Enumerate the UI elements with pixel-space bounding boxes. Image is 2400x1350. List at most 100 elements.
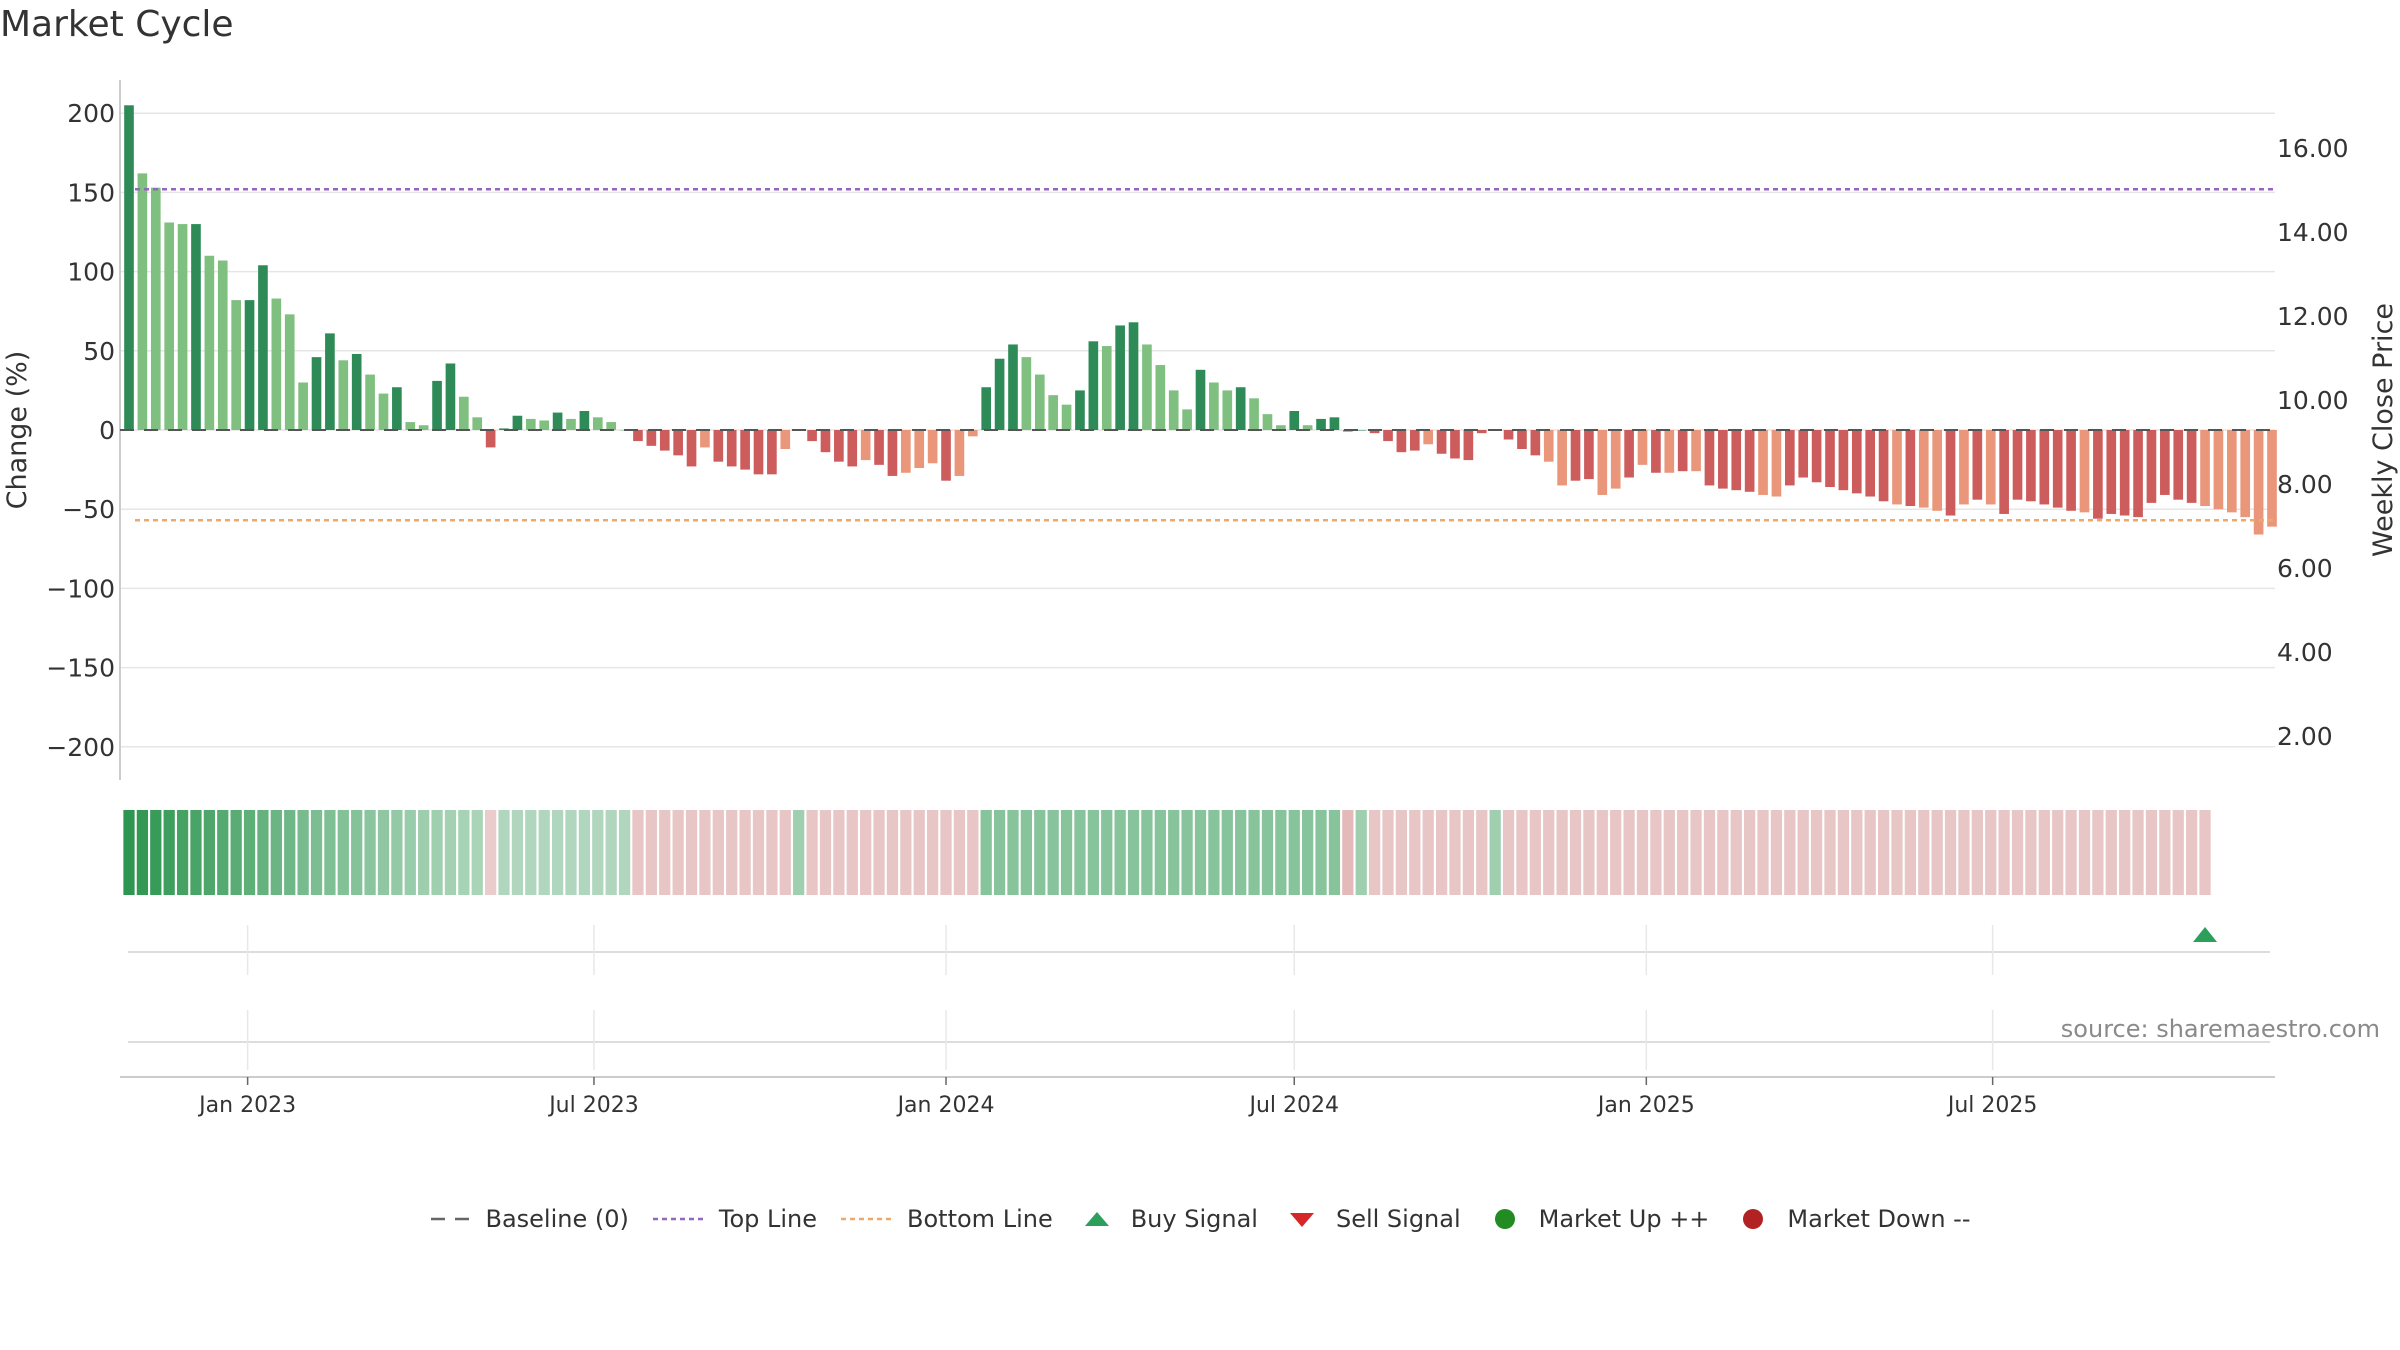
- sentiment-cell: [779, 810, 791, 895]
- sentiment-cell: [511, 810, 524, 895]
- sentiment-cell: [136, 810, 149, 895]
- change-bar: [338, 360, 349, 430]
- change-bar: [2079, 430, 2090, 513]
- change-bar: [1115, 325, 1125, 430]
- legend-label: Market Down --: [1787, 1205, 1971, 1233]
- change-bar: [713, 430, 724, 462]
- y-axis-label: Change (%): [2, 351, 33, 510]
- change-bar: [1396, 430, 1407, 453]
- change-bar: [1624, 430, 1634, 478]
- change-bar: [726, 430, 737, 467]
- sentiment-cell: [1998, 810, 2010, 895]
- y-tick-label: 200: [67, 99, 115, 128]
- change-bar: [1677, 430, 1688, 472]
- change-bar: [1972, 430, 1983, 500]
- sentiment-cell: [1261, 810, 1274, 895]
- change-bar: [847, 430, 858, 467]
- sentiment-cell: [1583, 810, 1595, 895]
- sentiment-cell: [538, 810, 550, 895]
- sentiment-cell: [1355, 810, 1367, 895]
- change-bar: [539, 420, 550, 430]
- x-tick-label: Jan 2024: [896, 1093, 995, 1118]
- change-bar: [1329, 417, 1340, 430]
- sentiment-cell: [1971, 810, 1983, 895]
- legend-item-top: Top Line: [651, 1205, 817, 1233]
- sentiment-cell: [1449, 810, 1461, 895]
- sentiment-cell: [1717, 810, 1729, 895]
- sentiment-cell: [1141, 810, 1153, 895]
- change-bar: [1075, 390, 1085, 430]
- change-bar: [2039, 430, 2050, 505]
- sentiment-cell: [900, 810, 912, 895]
- y-tick-label: −100: [46, 574, 115, 603]
- sentiment-cell: [1556, 810, 1568, 895]
- change-bar: [1409, 430, 1420, 451]
- sentiment-cell: [1489, 810, 1501, 895]
- sentiment-cell: [1462, 810, 1475, 895]
- legend-label: Bottom Line: [907, 1205, 1053, 1233]
- sentiment-cell: [203, 810, 215, 895]
- sentiment-cell: [699, 810, 711, 895]
- change-bar: [1892, 430, 1902, 505]
- change-bar: [137, 173, 148, 430]
- change-bar: [325, 333, 335, 430]
- change-bar: [860, 430, 871, 461]
- sentiment-cell: [284, 810, 296, 895]
- legend-label: Top Line: [718, 1205, 818, 1233]
- grid-lines: [120, 112, 2275, 748]
- change-bar: [1664, 430, 1675, 473]
- legend-symbol-top: [652, 1217, 705, 1221]
- change-bar: [1758, 430, 1768, 495]
- sentiment-cell: [2105, 810, 2117, 895]
- change-bar: [1825, 430, 1835, 488]
- sentiment-cell: [404, 810, 416, 895]
- change-bar: [1101, 346, 1112, 430]
- sentiment-cell: [2119, 810, 2131, 895]
- change-bar: [1918, 430, 1929, 508]
- sentiment-cell: [1636, 810, 1649, 895]
- change-bar: [1557, 430, 1567, 486]
- change-bar: [1356, 430, 1367, 431]
- sentiment-cell: [953, 810, 966, 895]
- change-bar: [1999, 430, 2009, 514]
- y2-tick-label: 4.00: [2277, 638, 2333, 667]
- change-bar: [646, 430, 657, 446]
- sentiment-cell: [1784, 810, 1796, 895]
- x-tick-label: Jan 2025: [1596, 1093, 1695, 1118]
- y2-tick-label: 14.00: [2277, 218, 2349, 247]
- x-tick-label: Jul 2024: [1247, 1093, 1339, 1118]
- sentiment-cell: [498, 810, 510, 895]
- change-bar: [1021, 357, 1032, 430]
- sentiment-cell: [1529, 810, 1541, 895]
- sentiment-cell: [1744, 810, 1756, 895]
- change-bar: [767, 430, 777, 475]
- sentiment-cell: [418, 810, 430, 895]
- sentiment-cell: [431, 810, 443, 895]
- change-bar: [552, 412, 563, 430]
- change-bar: [1811, 430, 1822, 483]
- sentiment-cell: [2065, 810, 2077, 895]
- sentiment-cell: [2038, 810, 2050, 895]
- change-bar: [1771, 430, 1782, 497]
- sentiment-cell: [2159, 810, 2171, 895]
- change-bar: [994, 358, 1005, 430]
- change-bar: [1543, 430, 1554, 462]
- change-bar: [2186, 430, 2197, 503]
- legend-item-bottom: Bottom Line: [839, 1205, 1053, 1233]
- sentiment-cell: [1516, 810, 1528, 895]
- change-bar: [1128, 322, 1139, 430]
- sentiment-cell: [2186, 810, 2198, 895]
- sentiment-cell: [1985, 810, 1997, 895]
- x-axis-ticks: Jan 2023 Jul 2023 Jan 2024 Jul 2024 Jan 2025…: [197, 925, 2037, 1118]
- change-bar: [1517, 430, 1527, 450]
- change-bar: [579, 410, 590, 430]
- sentiment-cell: [1757, 810, 1769, 895]
- sentiment-cell: [980, 810, 992, 895]
- sentiment-cell: [1476, 810, 1488, 895]
- change-bar: [1235, 387, 1246, 430]
- sentiment-cell: [1891, 810, 1903, 895]
- sentiment-cell: [2199, 810, 2211, 895]
- change-bar: [124, 105, 134, 430]
- x-tick-label: Jul 2025: [1946, 1093, 2038, 1118]
- sentiment-cell: [886, 810, 899, 895]
